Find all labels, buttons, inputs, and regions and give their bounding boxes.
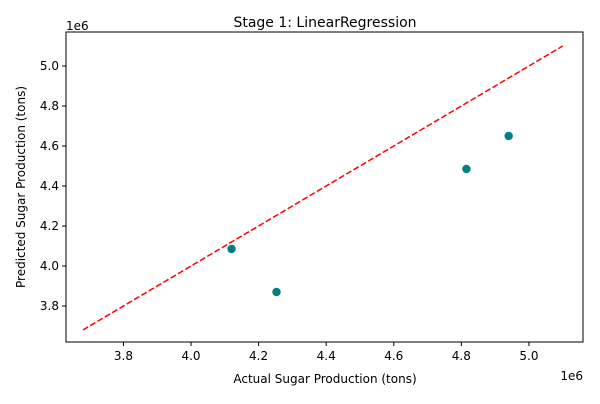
x-axis-offset-text: 1e6 [560,369,583,383]
reference-line [82,45,564,331]
x-tick-label: 4.0 [181,349,200,363]
x-axis-label: Actual Sugar Production (tons) [233,372,416,386]
x-tick-label: 4.6 [384,349,403,363]
data-point [227,244,236,254]
y-tick-label: 4.8 [40,99,59,113]
y-tick-label: 4.6 [40,139,59,153]
x-tick-label: 4.8 [452,349,471,363]
x-tick-label: 5.0 [519,349,538,363]
data-point [462,164,471,174]
y-tick-label: 4.2 [40,219,59,233]
x-tick-label: 3.8 [114,349,133,363]
y-tick-label: 5.0 [40,59,59,73]
chart-title: Stage 1: LinearRegression [233,15,416,31]
y-axis-offset-text: 1e6 [66,19,89,33]
y-tick-label: 4.0 [40,259,59,273]
data-point [504,131,513,141]
data-point [272,287,281,297]
y-tick-label: 4.4 [40,179,59,193]
y-axis-label: Predicted Sugar Production (tons) [14,86,28,288]
y-tick-label: 3.8 [40,299,59,313]
plot-frame [65,31,584,343]
x-tick-label: 4.2 [249,349,268,363]
x-tick-label: 4.4 [317,349,336,363]
